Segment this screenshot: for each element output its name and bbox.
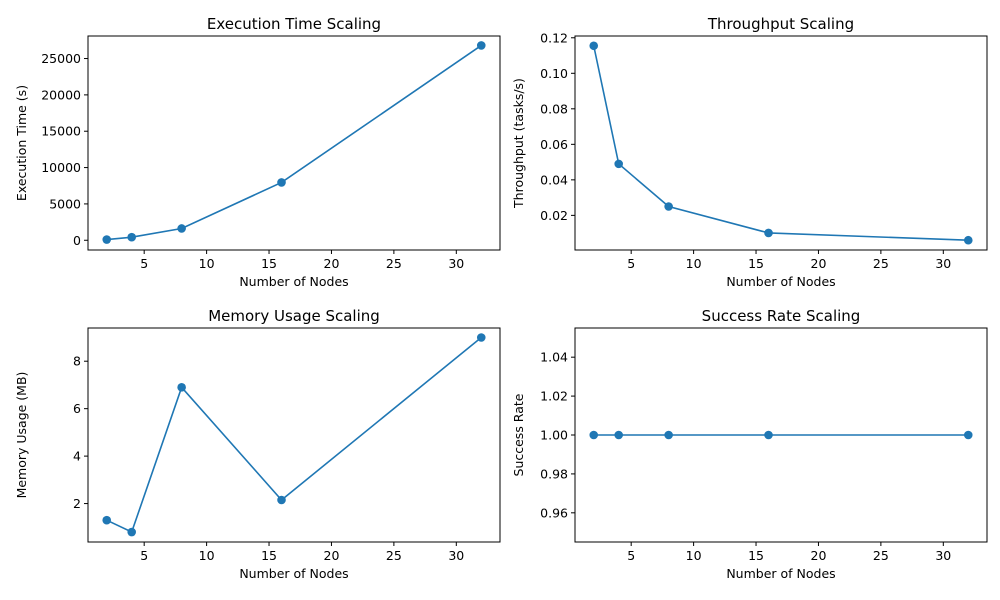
success-rate-data-point [963, 430, 973, 440]
execution-time-y-tick-label: 25000 [41, 51, 81, 66]
throughput-x-tick-label: 20 [811, 256, 827, 271]
success-rate-y-tick-label: 1.04 [540, 350, 568, 365]
throughput-x-tick-label: 15 [748, 256, 764, 271]
memory-usage-x-tick-label: 30 [448, 548, 464, 563]
memory-usage-data-point [102, 515, 112, 525]
throughput-x-tick-label: 30 [935, 256, 951, 271]
success-rate-y-axis-label: Success Rate [511, 393, 526, 476]
execution-time-data-point [476, 41, 486, 50]
throughput-title: Throughput Scaling [707, 15, 854, 33]
throughput-x-tick-label: 10 [686, 256, 702, 271]
memory-usage-x-axis-label: Number of Nodes [239, 566, 348, 581]
memory-usage-y-tick-label: 8 [73, 354, 81, 369]
throughput-y-tick-label: 0.12 [540, 30, 568, 45]
memory-usage-data-point [177, 383, 186, 392]
execution-time-y-tick-label: 15000 [41, 124, 81, 139]
success-rate-y-tick-label: 0.98 [540, 466, 568, 481]
execution-time-data-point [102, 235, 112, 244]
memory-usage-x-tick-label: 20 [324, 548, 340, 563]
throughput-y-axis-label: Throughput (tasks/s) [511, 78, 526, 209]
memory-usage-series-line [106, 336, 482, 534]
success-rate-x-tick-label: 5 [627, 548, 635, 563]
success-rate-data-point [764, 430, 773, 440]
throughput-y-tick-label: 0.06 [540, 137, 568, 152]
execution-time-x-tick-label: 10 [199, 256, 215, 271]
execution-time-data-point [277, 178, 286, 187]
memory-usage-data-point [476, 333, 486, 342]
success-rate-axes-frame [574, 327, 988, 543]
memory-usage-title: Memory Usage Scaling [208, 307, 380, 325]
memory-usage-y-tick-label: 4 [73, 449, 81, 464]
memory-usage-x-tick-label: 25 [386, 548, 402, 563]
execution-time-data-point [177, 224, 186, 233]
success-rate-x-tick-label: 10 [686, 548, 702, 563]
success-rate-data-point [664, 430, 673, 440]
throughput-panel: Throughput Scaling 5 10 15 20 25 30 0.02 0.04 0.0… [511, 15, 988, 289]
success-rate-x-tick-label: 30 [935, 548, 951, 563]
throughput-x-tick-label: 5 [627, 256, 635, 271]
throughput-data-point [664, 202, 673, 211]
execution-time-panel: Execution Time Scaling 5 10 15 20 25 30 0 5000 10… [14, 15, 501, 289]
memory-usage-y-axis-label: Memory Usage (MB) [14, 372, 29, 499]
throughput-y-tick-label: 0.08 [540, 101, 568, 116]
execution-time-y-tick-label: 0 [73, 233, 81, 248]
success-rate-x-axis-label: Number of Nodes [726, 566, 835, 581]
memory-usage-data-point [277, 495, 286, 505]
execution-time-y-tick-label: 10000 [41, 160, 81, 175]
success-rate-y-tick-label: 1.00 [540, 428, 568, 443]
throughput-y-tick-label: 0.10 [540, 66, 568, 81]
success-rate-panel: Success Rate Scaling 5 10 15 20 25 30 0.96 0.98 1… [511, 307, 988, 581]
throughput-y-tick-label: 0.02 [540, 208, 568, 223]
success-rate-x-tick-label: 15 [748, 548, 764, 563]
throughput-data-point [764, 228, 773, 238]
memory-usage-data-point [127, 527, 136, 537]
throughput-data-point [614, 159, 623, 169]
memory-usage-x-tick-label: 10 [199, 548, 215, 563]
success-rate-x-tick-label: 25 [873, 548, 889, 563]
memory-usage-panel: Memory Usage Scaling 5 10 15 20 25 30 2 4 6 8 Numbe… [14, 307, 501, 581]
throughput-axes-frame [574, 35, 988, 251]
execution-time-x-tick-label: 30 [448, 256, 464, 271]
success-rate-y-tick-label: 0.96 [540, 505, 568, 520]
success-rate-y-tick-label: 1.02 [540, 389, 568, 404]
execution-time-x-tick-label: 5 [140, 256, 148, 271]
success-rate-title: Success Rate Scaling [702, 307, 861, 325]
throughput-data-point [963, 235, 973, 245]
execution-time-data-point [127, 232, 136, 242]
execution-time-y-axis-label: Execution Time (s) [14, 85, 29, 201]
throughput-x-axis-label: Number of Nodes [726, 274, 835, 289]
execution-time-x-tick-label: 15 [261, 256, 277, 271]
success-rate-data-point [614, 430, 623, 440]
execution-time-x-axis-label: Number of Nodes [239, 274, 348, 289]
throughput-series-line [592, 45, 969, 242]
execution-time-x-tick-label: 20 [324, 256, 340, 271]
success-rate-x-tick-label: 20 [811, 548, 827, 563]
execution-time-series-line [106, 44, 482, 241]
success-rate-data-point [589, 430, 599, 440]
execution-time-y-tick-label: 20000 [41, 87, 81, 102]
memory-usage-axes-frame [87, 327, 501, 543]
throughput-data-point [589, 41, 599, 51]
memory-usage-y-tick-label: 6 [73, 401, 81, 416]
memory-usage-x-tick-label: 5 [140, 548, 148, 563]
execution-time-axes-frame [87, 35, 501, 251]
memory-usage-y-tick-label: 2 [73, 496, 81, 511]
execution-time-title: Execution Time Scaling [207, 15, 381, 33]
execution-time-y-tick-label: 5000 [49, 196, 81, 211]
throughput-y-tick-label: 0.04 [540, 172, 568, 187]
throughput-x-tick-label: 25 [873, 256, 889, 271]
execution-time-x-tick-label: 25 [386, 256, 402, 271]
memory-usage-x-tick-label: 15 [261, 548, 277, 563]
